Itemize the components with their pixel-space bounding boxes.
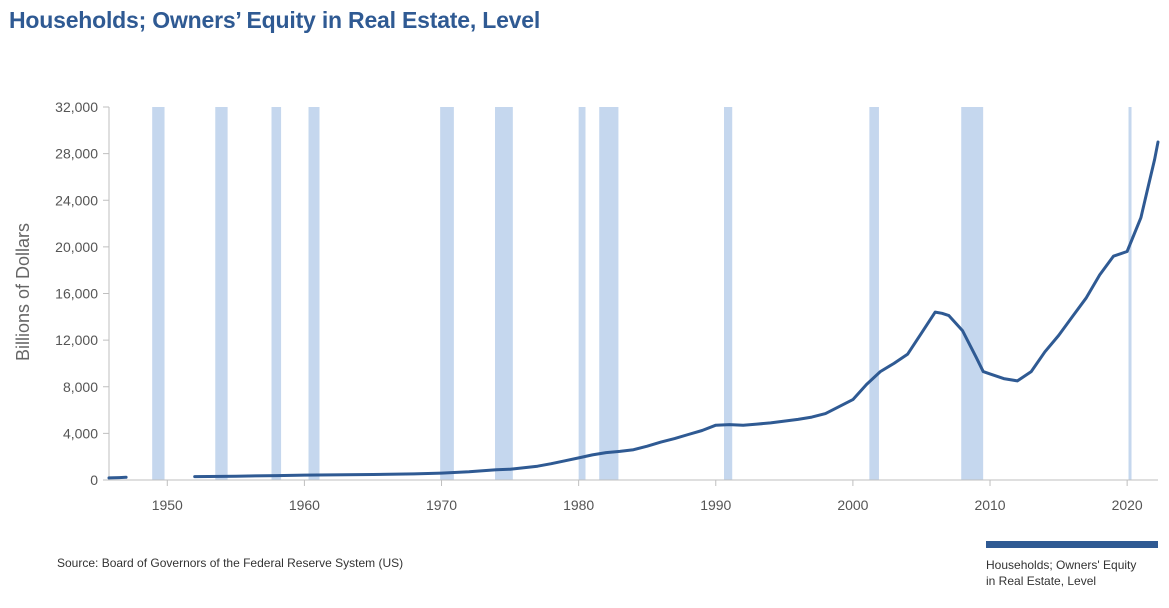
recession-band-8 (599, 107, 619, 480)
x-tick-label: 1980 (563, 497, 594, 513)
recession-band-3 (271, 107, 282, 480)
recession-band-4 (308, 107, 320, 480)
recession-band-7 (578, 107, 586, 480)
recession-band-2 (215, 107, 228, 480)
series-lines (107, 140, 1160, 480)
y-tick-label: 16,000 (55, 286, 98, 302)
x-tick-label: 1950 (152, 497, 183, 513)
y-tick-label: 28,000 (55, 146, 98, 162)
recession-band-5 (440, 107, 454, 480)
recession-bands (152, 107, 1132, 480)
y-tick-label: 24,000 (55, 192, 98, 208)
legend-label: Households; Owners' Equity in Real Estat… (986, 558, 1137, 588)
legend: Households; Owners' Equity in Real Estat… (986, 541, 1158, 589)
recession-band-11 (961, 107, 984, 480)
x-tick-label: 2000 (837, 497, 868, 513)
series-line-1-segment-2 (193, 140, 1160, 479)
x-tick-label: 1970 (426, 497, 457, 513)
recession-band-10 (869, 107, 879, 480)
recession-band-1 (152, 107, 165, 480)
y-tick-label: 0 (90, 472, 98, 488)
x-tick-label: 1990 (700, 497, 731, 513)
y-tick-label: 4,000 (63, 425, 98, 441)
y-tick-label: 20,000 (55, 239, 98, 255)
source-note: Source: Board of Governors of the Federa… (57, 556, 404, 570)
recession-band-9 (724, 107, 733, 480)
y-tick-label: 32,000 (55, 99, 98, 115)
x-tick-label: 2010 (974, 497, 1005, 513)
chart-title: Households; Owners’ Equity in Real Estat… (9, 7, 541, 33)
x-tick-label: 1960 (289, 497, 320, 513)
recession-band-12 (1128, 107, 1132, 480)
y-axis-label: Billions of Dollars (13, 223, 33, 361)
legend-swatch (986, 541, 1158, 548)
x-tick-label: 2020 (1112, 497, 1143, 513)
y-tick-label: 12,000 (55, 332, 98, 348)
series-line-1-segment-1 (107, 475, 128, 480)
axes: 0 4,000 8,000 12,000 16,000 20,000 24,000 28,00… (55, 99, 1158, 513)
y-tick-label: 8,000 (63, 379, 98, 395)
recession-band-6 (495, 107, 513, 480)
